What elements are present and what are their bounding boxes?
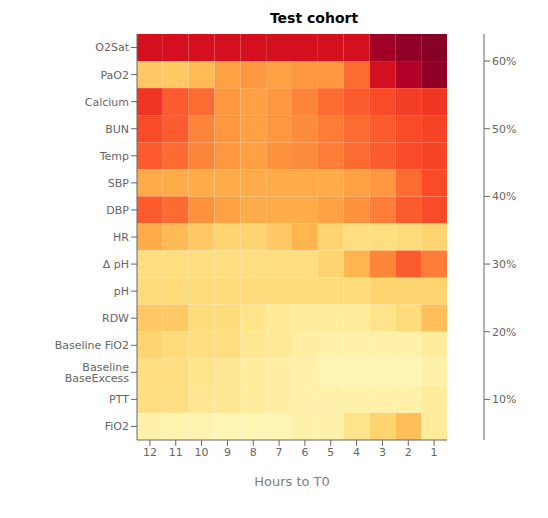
svg-text:10: 10 bbox=[195, 446, 209, 459]
svg-text:3: 3 bbox=[379, 446, 386, 459]
svg-text:O2Sat: O2Sat bbox=[95, 41, 129, 54]
svg-text:BaselineBaseExcess: BaselineBaseExcess bbox=[65, 361, 130, 385]
svg-text:Calcium: Calcium bbox=[85, 96, 129, 109]
svg-text:SBP: SBP bbox=[108, 177, 130, 190]
svg-text:60%: 60% bbox=[492, 55, 516, 68]
svg-text:2: 2 bbox=[405, 446, 412, 459]
svg-text:10%: 10% bbox=[492, 393, 516, 406]
svg-text:1: 1 bbox=[431, 446, 438, 459]
svg-text:PTT: PTT bbox=[109, 393, 129, 406]
svg-text:Temp: Temp bbox=[99, 150, 129, 163]
svg-text:FiO2: FiO2 bbox=[105, 420, 129, 433]
svg-text:PaO2: PaO2 bbox=[100, 69, 129, 82]
svg-text:40%: 40% bbox=[492, 190, 516, 203]
svg-text:8: 8 bbox=[250, 446, 257, 459]
svg-text:pH: pH bbox=[114, 285, 129, 298]
svg-text:6: 6 bbox=[301, 446, 308, 459]
svg-text:Hours to T0: Hours to T0 bbox=[254, 474, 330, 489]
svg-text:4: 4 bbox=[353, 446, 360, 459]
svg-text:HR: HR bbox=[113, 231, 129, 244]
svg-text:50%: 50% bbox=[492, 123, 516, 136]
svg-text:DBP: DBP bbox=[106, 204, 129, 217]
svg-text:20%: 20% bbox=[492, 326, 516, 339]
svg-text:9: 9 bbox=[224, 446, 231, 459]
svg-text:5: 5 bbox=[327, 446, 334, 459]
svg-text:Baseline FiO2: Baseline FiO2 bbox=[55, 339, 129, 352]
svg-text:30%: 30% bbox=[492, 258, 516, 271]
svg-text:BUN: BUN bbox=[105, 123, 129, 136]
svg-text:7: 7 bbox=[276, 446, 283, 459]
svg-text:11: 11 bbox=[169, 446, 183, 459]
svg-text:RDW: RDW bbox=[102, 312, 129, 325]
html-text:Test cohort: Test cohort bbox=[269, 10, 359, 26]
svg-text:Δ pH: Δ pH bbox=[103, 258, 129, 271]
svg-text:12: 12 bbox=[143, 446, 157, 459]
